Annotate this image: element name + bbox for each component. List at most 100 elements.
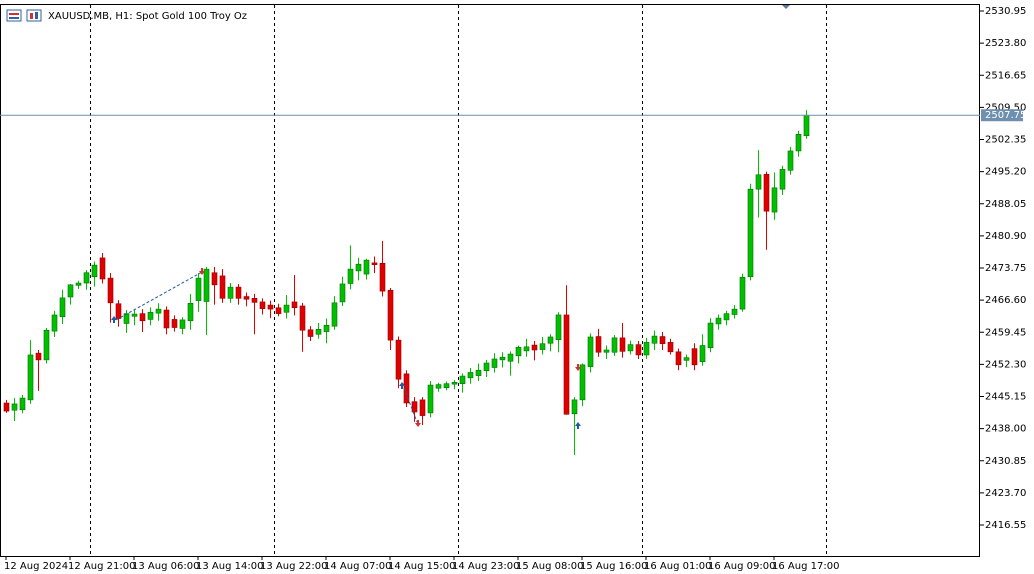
candle-body [563, 314, 570, 415]
candle-body [483, 362, 490, 371]
y-tick-label: 2523.80 [985, 38, 1026, 49]
candle-body [539, 343, 546, 350]
candle-body [443, 383, 450, 389]
candle-body [715, 317, 722, 325]
candle-body [779, 169, 786, 190]
candle-body [115, 303, 122, 319]
shift-marker [782, 5, 790, 9]
candle-body [459, 375, 466, 384]
trade-line [403, 387, 418, 423]
candle-body [595, 336, 602, 353]
candle-body [251, 298, 258, 303]
candle-body [579, 364, 586, 401]
candle-body [771, 187, 778, 213]
y-tick-label: 2416.55 [985, 520, 1026, 531]
icon [26, 9, 42, 22]
candle-body [755, 174, 762, 190]
candle-body [795, 134, 802, 152]
y-tick-label: 2438.00 [985, 424, 1026, 435]
candle-body [531, 344, 538, 351]
y-tick-label: 2423.70 [985, 488, 1026, 499]
candle-body [339, 283, 346, 303]
candle-body [691, 348, 698, 366]
candle-body [243, 296, 250, 300]
candle-body [11, 403, 18, 411]
candle-body [411, 401, 418, 413]
candle-body [803, 114, 810, 136]
candle-body [3, 402, 10, 412]
y-tick-label: 2445.15 [985, 392, 1026, 403]
candle-body [491, 358, 498, 368]
candle-body [547, 336, 554, 344]
candle-body [307, 329, 314, 337]
header-icons [6, 9, 42, 22]
icon [9, 13, 19, 15]
candle-body [467, 372, 474, 379]
candle-body [523, 346, 530, 352]
y-tick-label: 2480.90 [985, 231, 1026, 242]
y-tick-label: 2473.75 [985, 263, 1026, 274]
candle-body [435, 384, 442, 389]
y-tick-label: 2459.45 [985, 327, 1026, 338]
sell-arrow [415, 420, 421, 427]
y-tick-label: 2466.60 [985, 295, 1026, 306]
candle-body [259, 301, 266, 309]
buy-arrow [575, 422, 581, 429]
candle-body [331, 302, 338, 327]
x-tick-label: 16 Aug 09:00 [708, 561, 775, 572]
candle-body [571, 399, 578, 415]
candle-body [419, 399, 426, 416]
candle-body [555, 314, 562, 340]
candle-body [107, 277, 114, 304]
x-tick-label: 12 Aug 2024 [4, 561, 68, 572]
x-tick-label: 13 Aug 14:00 [196, 561, 263, 572]
candle-body [427, 384, 434, 414]
trade-line [115, 271, 203, 321]
candle-body [683, 357, 690, 361]
candle-body [283, 304, 290, 313]
candle-body [731, 308, 738, 315]
candle-body [211, 272, 218, 286]
candle-body [163, 309, 170, 329]
icon [35, 12, 38, 19]
x-tick-label: 14 Aug 15:00 [388, 561, 455, 572]
candle-body [315, 329, 322, 335]
candle-body [515, 347, 522, 357]
candle-body [35, 352, 42, 361]
candle-body [227, 286, 234, 299]
candle-body [707, 322, 714, 349]
candle-body [147, 311, 154, 320]
candle-body [59, 297, 66, 318]
y-tick-label: 2495.20 [985, 167, 1026, 178]
candle-body [475, 369, 482, 376]
candle-body [75, 282, 82, 286]
candle-body [43, 329, 50, 361]
x-tick-label: 14 Aug 23:00 [452, 561, 519, 572]
candle-body [219, 275, 226, 299]
x-tick-label: 13 Aug 06:00 [132, 561, 199, 572]
candle-body [379, 262, 386, 292]
icon [30, 13, 33, 19]
plot-frame [0, 4, 980, 557]
candle-body [675, 351, 682, 366]
candle-body [371, 262, 378, 265]
candle-body [275, 307, 282, 314]
icon [9, 17, 19, 19]
sell-arrow [199, 268, 205, 275]
candle-body [747, 188, 754, 278]
candle-body [507, 353, 514, 362]
candle-body [787, 150, 794, 171]
y-tick-label: 2516.65 [985, 70, 1026, 81]
y-tick-label: 2488.05 [985, 199, 1026, 210]
candle-body [363, 259, 370, 275]
candle-body [83, 272, 90, 284]
candles [3, 110, 810, 456]
y-tick-label: 2502.35 [985, 135, 1026, 146]
x-tick-label: 15 Aug 08:00 [516, 561, 583, 572]
y-tick-label: 2452.30 [985, 359, 1026, 370]
candle-body [155, 308, 162, 314]
candle-body [627, 344, 634, 352]
candle-body [99, 257, 106, 280]
candle-body [387, 289, 394, 341]
